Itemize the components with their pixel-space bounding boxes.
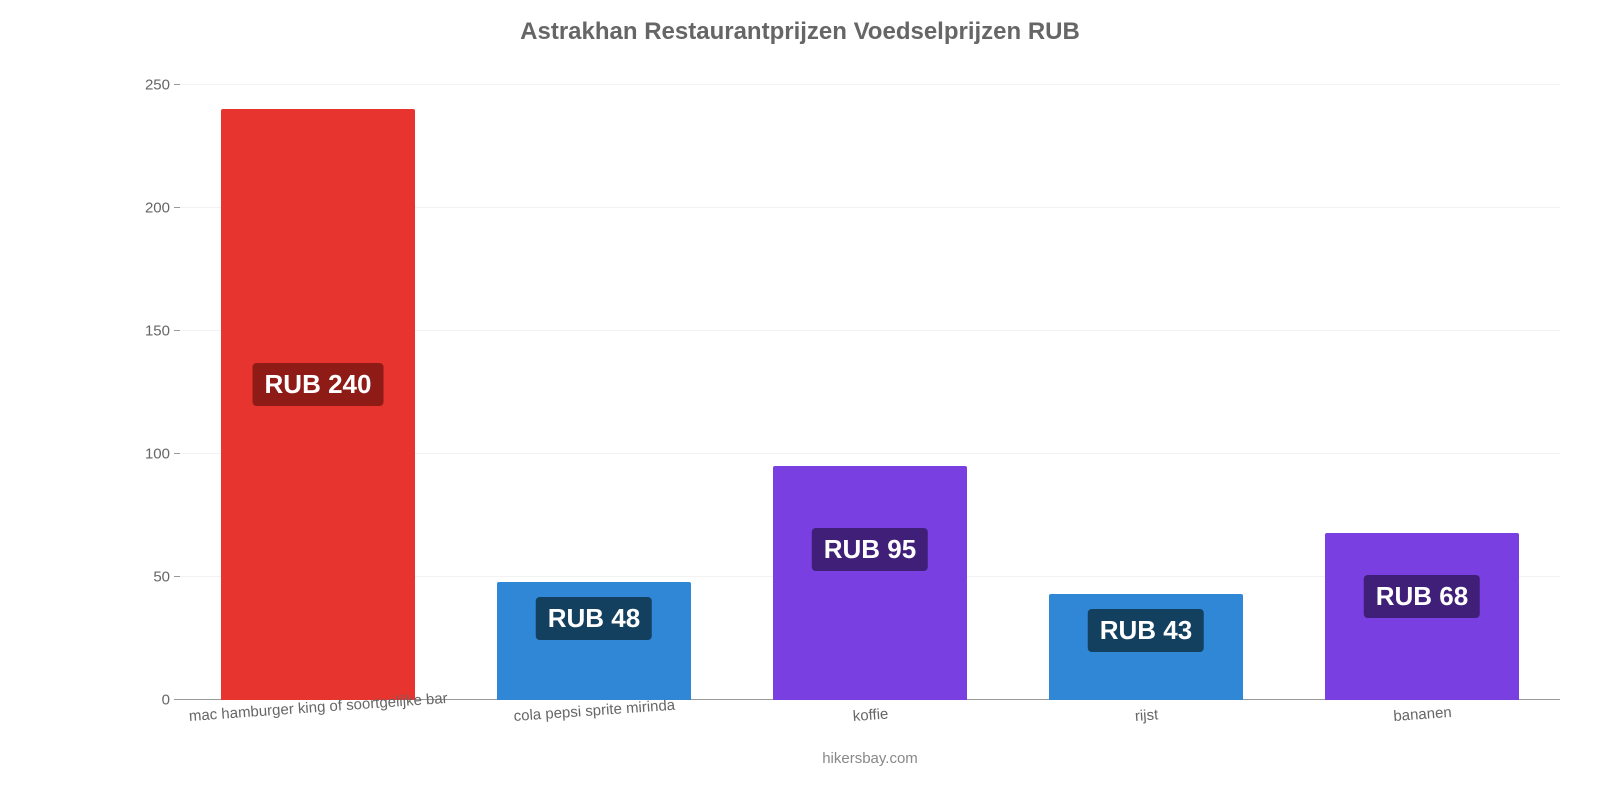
data-label: RUB 48	[536, 597, 652, 640]
xtick-label: cola pepsi sprite mirinda	[513, 697, 676, 725]
ytick-label: 150	[145, 322, 180, 339]
ytick-label: 250	[145, 76, 180, 93]
attribution-text: hikersbay.com	[822, 750, 918, 767]
plot-area: 050100150200250RUB 240mac hamburger king…	[180, 60, 1560, 700]
ytick-label: 200	[145, 199, 180, 216]
data-label: RUB 43	[1088, 609, 1204, 652]
grid-line	[180, 84, 1560, 85]
xtick-label: bananen	[1393, 704, 1452, 725]
chart-title: Astrakhan Restaurantprijzen Voedselprijz…	[0, 18, 1600, 46]
data-label: RUB 68	[1364, 575, 1480, 618]
data-label: RUB 240	[253, 363, 384, 406]
data-label: RUB 95	[812, 528, 928, 571]
xtick-label: rijst	[1134, 706, 1158, 725]
ytick-label: 100	[145, 445, 180, 462]
chart-container: Astrakhan Restaurantprijzen Voedselprijz…	[0, 0, 1600, 800]
bar	[773, 466, 966, 700]
ytick-label: 0	[162, 692, 180, 709]
xtick-label: koffie	[852, 706, 889, 725]
ytick-label: 50	[153, 568, 180, 585]
